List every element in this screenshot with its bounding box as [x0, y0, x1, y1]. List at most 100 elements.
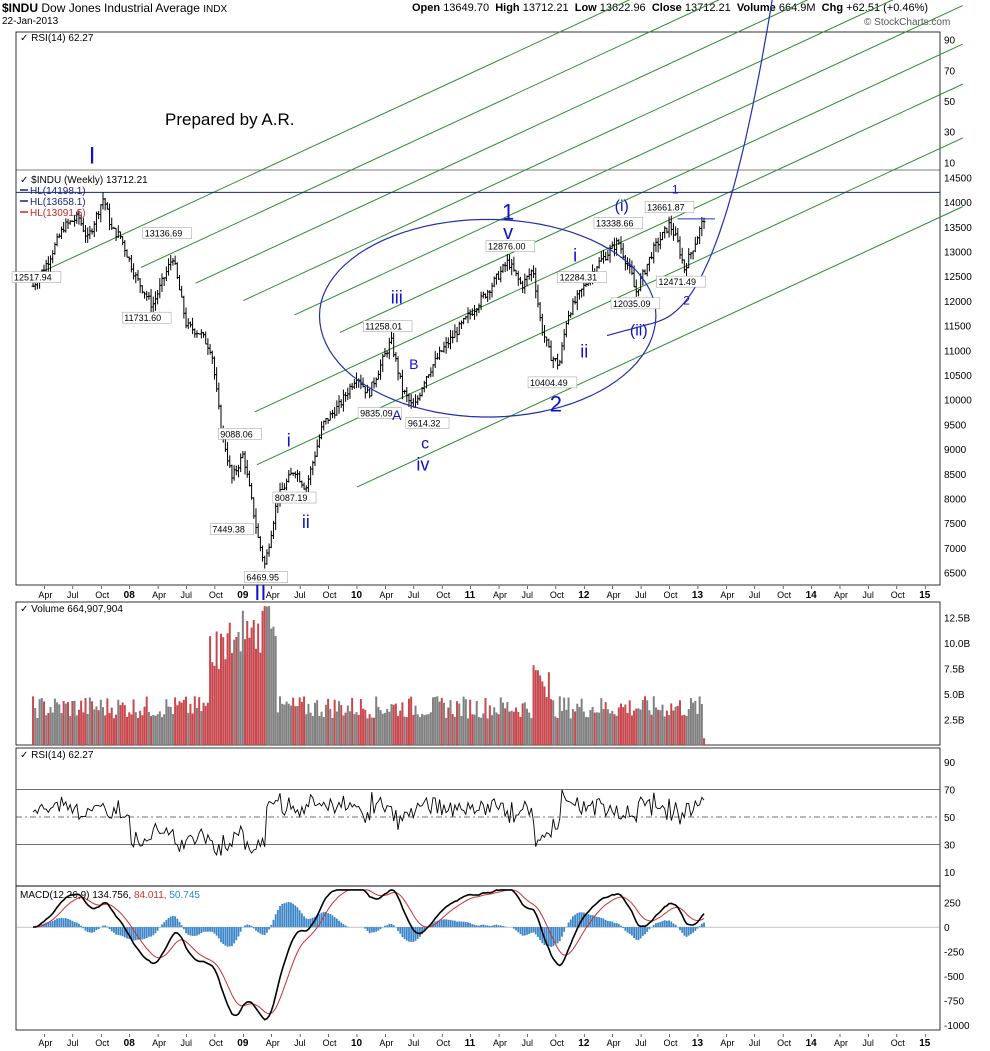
macd-histogram-bar	[550, 927, 552, 947]
macd-histogram-bar	[696, 927, 699, 929]
macd-histogram-bar	[587, 914, 590, 928]
macd-histogram-bar	[464, 922, 467, 928]
macd-histogram-bar	[246, 924, 249, 928]
volume-bar	[136, 718, 139, 745]
rsi-tick: 70	[944, 785, 956, 796]
volume-bar	[281, 703, 284, 745]
macd-histogram-bar	[451, 920, 454, 928]
symbol: $INDU	[2, 1, 39, 15]
macd-histogram-bar	[606, 920, 609, 928]
time-axis-label: Jul	[862, 1038, 874, 1048]
volume-bar	[379, 710, 382, 745]
time-axis-label: Apr	[38, 1038, 52, 1048]
volume-bar	[453, 716, 456, 745]
volume-bar	[703, 738, 706, 745]
volume-bar	[211, 662, 214, 745]
volume-bar	[294, 706, 297, 745]
macd-histogram-bar	[211, 927, 214, 932]
macd-histogram-bar	[185, 927, 187, 934]
macd-histogram-bar	[541, 927, 544, 944]
volume-bar	[340, 705, 343, 745]
volume-bar	[353, 714, 356, 745]
volume-bar	[224, 659, 227, 745]
volume-bar	[296, 706, 299, 745]
volume-bar	[582, 711, 585, 745]
macd-histogram-bar	[633, 927, 635, 938]
price-label-box	[11, 271, 62, 283]
macd-histogram-bar	[537, 927, 539, 937]
time-axis-label: Jul	[862, 590, 874, 600]
macd-histogram-bar	[637, 927, 640, 941]
macd-histogram-bar	[390, 924, 393, 928]
price-label: 13661.87	[647, 203, 685, 213]
volume-bar	[193, 696, 196, 745]
macd-histogram-bar	[270, 924, 273, 928]
time-axis-label: 15	[919, 1038, 931, 1049]
time-axis-label: Oct	[664, 590, 679, 600]
price-label: 12471.49	[658, 277, 696, 287]
price-label-box	[272, 491, 317, 504]
volume-bar	[202, 702, 205, 745]
volume-bar	[403, 716, 406, 745]
price-tick: 12500	[944, 272, 972, 283]
volume-bar	[355, 712, 358, 745]
time-axis-label: 10	[351, 590, 363, 601]
macd-histogram-bar	[617, 923, 620, 928]
volume-bar	[532, 665, 535, 745]
macd-histogram-bar	[475, 925, 478, 928]
macd-histogram-bar	[305, 918, 308, 928]
volume-bar	[604, 702, 607, 745]
macd-histogram-bar	[285, 902, 288, 928]
volume-bar	[694, 700, 697, 745]
volume-tick: 10.0B	[944, 639, 970, 650]
volume-bar	[512, 711, 515, 745]
macd-histogram-bar	[342, 924, 345, 928]
volume-bar	[174, 697, 177, 745]
volume-bar	[104, 715, 107, 745]
macd-histogram-bar	[631, 927, 633, 936]
macd-histogram-bar	[174, 916, 177, 928]
macd-histogram-bar	[196, 927, 198, 936]
volume-bar	[663, 716, 666, 745]
price-tick: 11000	[944, 346, 972, 357]
volume-bar	[423, 715, 426, 745]
macd-histogram-bar	[340, 922, 343, 928]
macd-histogram-bar	[117, 927, 120, 935]
volume-bar	[388, 711, 391, 745]
macd-histogram-bar	[556, 927, 559, 944]
volume-bar	[425, 714, 428, 745]
time-axis-label: 15	[919, 590, 931, 601]
volume-bar	[178, 701, 181, 745]
macd-histogram-bar	[252, 927, 255, 929]
volume-bar	[480, 717, 483, 745]
time-axis-label: 09	[237, 590, 249, 601]
volume-bar	[346, 705, 349, 745]
volume-bar	[386, 709, 389, 745]
price-bars	[31, 192, 706, 569]
volume-bar	[375, 696, 378, 745]
macd-histogram-bar	[419, 927, 421, 937]
macd-histogram-bar	[639, 927, 642, 939]
macd-tick: -750	[944, 997, 964, 1008]
volume-bar	[128, 712, 131, 745]
volume-bar	[45, 715, 48, 745]
volume-bar	[528, 712, 531, 745]
volume-bar	[283, 704, 286, 745]
macd-histogram-bar	[58, 918, 61, 928]
volume-bar	[692, 702, 695, 745]
macd-histogram-bar	[392, 925, 395, 928]
macd-histogram-bar	[318, 914, 321, 928]
macd-histogram-bar	[449, 919, 452, 928]
rsi-tick: 30	[944, 841, 956, 852]
macd-histogram-bar	[244, 925, 246, 928]
volume-bar	[477, 717, 480, 745]
rsi-top-tick: 30	[944, 128, 956, 139]
wave-label: iv	[416, 454, 429, 474]
macd-histogram-bar	[187, 927, 190, 935]
macd-tick: 250	[944, 899, 961, 910]
macd-histogram-bar	[346, 926, 349, 928]
macd-histogram-bar	[82, 927, 85, 929]
volume-bar	[228, 622, 231, 745]
macd-histogram-bar	[655, 923, 657, 928]
macd-histogram-bar	[327, 913, 330, 928]
